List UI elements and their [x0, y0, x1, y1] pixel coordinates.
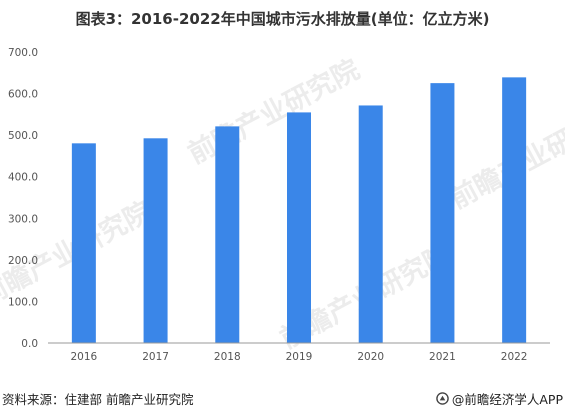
- y-tick-label: 700.0: [8, 47, 38, 59]
- bar-2020: [358, 105, 383, 344]
- bar-series: [71, 77, 527, 344]
- x-tick-label: 2016: [70, 351, 97, 363]
- bar-2016: [71, 143, 96, 343]
- y-tick-label: 400.0: [8, 172, 38, 184]
- x-tick-label: 2019: [286, 351, 313, 363]
- chart-title: 图表3：2016-2022年中国城市污水排放量(单位：亿立方米): [75, 10, 490, 28]
- y-tick-label: 0.0: [21, 338, 38, 350]
- y-axis: 0.0 100.0 200.0 300.0 400.0 500.0 600.0 700.0: [8, 47, 38, 350]
- x-tick-label: 2021: [429, 351, 456, 363]
- x-tick-label: 2017: [142, 351, 169, 363]
- bar-2019: [287, 112, 311, 343]
- y-tick-label: 100.0: [8, 296, 38, 308]
- y-tick-label: 500.0: [8, 130, 38, 142]
- x-tick-label: 2022: [501, 351, 528, 363]
- bar-2017: [143, 138, 168, 343]
- brand-text: @前瞻经济学人APP: [451, 392, 563, 407]
- bar-chart: 0.0 100.0 200.0 300.0 400.0 500.0 600.0 700.0 2…: [8, 47, 550, 363]
- y-tick-label: 200.0: [8, 255, 38, 267]
- brand-logo-icon: [436, 392, 449, 405]
- brand-credit: @前瞻经济学人APP: [436, 389, 563, 408]
- bar-2022: [502, 77, 527, 343]
- x-tick-label: 2018: [214, 351, 241, 363]
- x-tick-label: 2020: [357, 351, 384, 363]
- bar-2018: [215, 126, 240, 344]
- y-tick-label: 600.0: [8, 89, 38, 101]
- x-axis: 2016 2017 2018 2019 2020 2021 2022: [70, 351, 527, 363]
- bar-2021: [430, 83, 455, 344]
- y-tick-label: 300.0: [8, 213, 38, 225]
- source-note: 资料来源：住建部 前瞻产业研究院: [2, 392, 194, 407]
